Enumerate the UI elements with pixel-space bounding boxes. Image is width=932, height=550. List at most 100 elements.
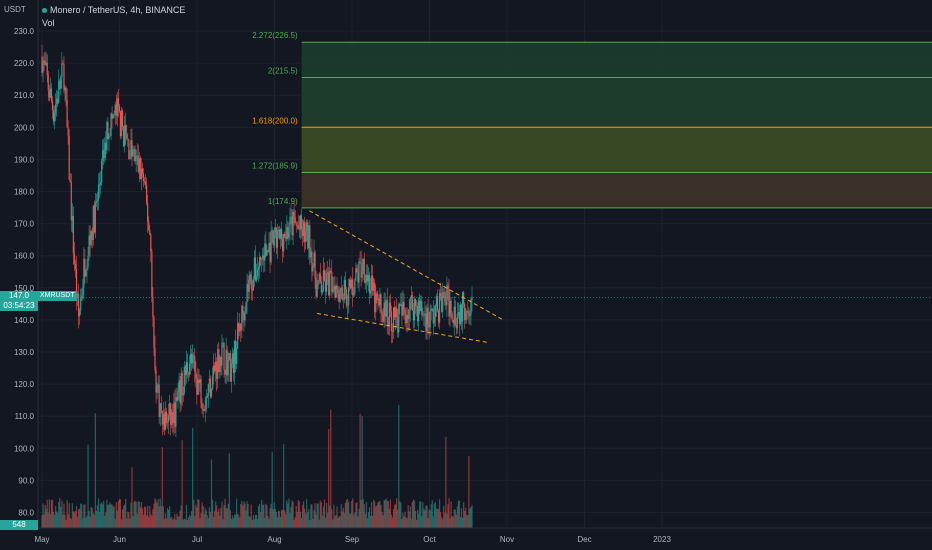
volume-bar — [108, 504, 110, 528]
volume-bar — [446, 513, 448, 528]
volume-bar — [237, 514, 239, 528]
candle-body — [41, 56, 43, 73]
volume-bar — [146, 515, 148, 528]
candle-body — [163, 414, 166, 430]
volume-bar — [297, 499, 299, 528]
volume-bar — [118, 499, 121, 528]
volume-bar — [417, 509, 419, 528]
candle-body — [178, 380, 180, 392]
volume-bar — [419, 501, 421, 528]
volume-bar — [79, 508, 81, 528]
candle-body — [302, 221, 305, 237]
volume-bar — [325, 503, 328, 528]
candle-body — [81, 295, 83, 299]
volume-bar — [205, 510, 207, 528]
candle-body — [429, 310, 431, 328]
volume-bar — [373, 499, 375, 528]
volume-bar — [167, 509, 170, 528]
candle-body — [431, 308, 433, 310]
candle-body — [415, 306, 418, 307]
candle-body — [155, 369, 157, 393]
candle-body — [352, 279, 354, 296]
volume-bar — [187, 517, 190, 528]
volume-bar — [154, 498, 156, 528]
candle-body — [193, 355, 195, 357]
y-tick-label: 190.0 — [14, 155, 35, 164]
candle-body — [361, 271, 363, 278]
volume-bar — [57, 512, 59, 528]
volume-bar — [399, 501, 401, 528]
candle-body — [340, 287, 342, 290]
candle-body — [76, 293, 79, 298]
candle-body — [244, 312, 246, 321]
candle-body — [70, 182, 72, 221]
volume-bar — [464, 510, 466, 528]
candle-body — [117, 98, 119, 106]
candle-body — [106, 122, 108, 151]
volume-bar — [214, 511, 216, 528]
volume-bar — [208, 507, 210, 528]
y-tick-label: 110.0 — [15, 412, 35, 421]
volume-bar — [247, 504, 249, 528]
volume-bar — [278, 511, 281, 528]
volume-bar — [105, 512, 107, 528]
volume-bar — [352, 498, 354, 528]
candle-body — [160, 403, 162, 411]
volume-bar — [403, 516, 405, 528]
volume-bar — [86, 515, 88, 528]
candle-body — [42, 60, 44, 73]
candle-body — [246, 284, 248, 303]
candles-layer — [41, 44, 473, 437]
candle-body — [353, 293, 355, 296]
candle-body — [286, 227, 288, 239]
volume-bar — [269, 508, 271, 528]
candle-body — [83, 258, 85, 288]
volume-bar — [317, 503, 319, 528]
volume-bar — [431, 500, 433, 528]
candle-body — [102, 149, 104, 162]
volume-bar — [345, 500, 348, 528]
y-tick-label: 230.0 — [14, 27, 35, 36]
candle-body — [372, 275, 374, 291]
volume-bar — [151, 515, 153, 528]
candle-body — [414, 298, 417, 307]
volume-bar — [332, 519, 334, 528]
volume-bar — [183, 518, 185, 528]
volume-bar — [227, 504, 229, 528]
candle-body — [276, 231, 279, 248]
candle-body — [80, 298, 82, 311]
candle-body — [319, 273, 321, 283]
volume-bar — [55, 506, 57, 528]
candle-body — [230, 363, 232, 382]
volume-bar — [366, 518, 368, 528]
volume-bar — [250, 504, 252, 528]
volume-bar — [82, 518, 84, 528]
candle-body — [237, 323, 239, 349]
x-tick-label: May — [34, 535, 49, 544]
volume-bar — [56, 511, 58, 528]
candle-body — [60, 77, 62, 89]
x-tick-label: Jun — [113, 535, 126, 544]
candle-body — [413, 298, 416, 321]
candle-body — [133, 149, 135, 151]
volume-bar — [160, 506, 162, 528]
volume-bar — [220, 507, 222, 528]
volume-bar — [448, 498, 450, 528]
candle-body — [379, 294, 381, 306]
volume-bar — [239, 517, 241, 528]
volume-bar — [367, 512, 370, 528]
candle-body — [328, 272, 330, 296]
candle-body — [407, 314, 409, 320]
volume-bar — [230, 519, 232, 528]
axis-unit-label: USDT — [4, 5, 26, 14]
candle-body — [396, 307, 398, 317]
volume-bar — [433, 503, 435, 528]
volume-bar — [173, 518, 175, 528]
volume-bar — [147, 505, 149, 528]
volume-bar — [148, 516, 150, 528]
candle-body — [179, 380, 181, 404]
volume-bar — [175, 519, 177, 528]
volume-bar — [427, 518, 429, 528]
